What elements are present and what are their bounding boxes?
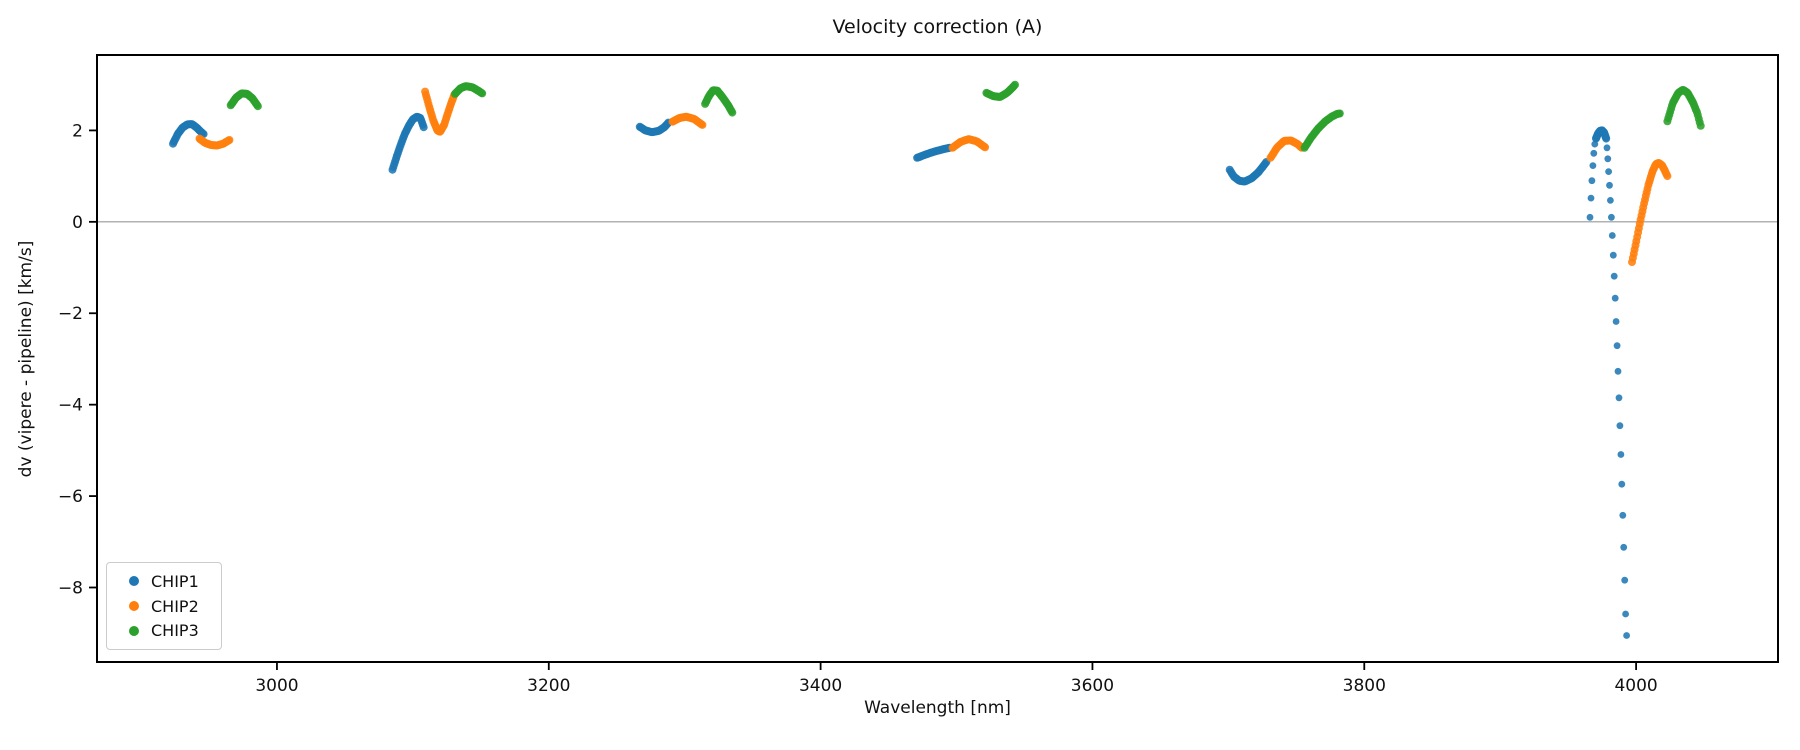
data-point — [1591, 140, 1599, 148]
data-point — [1592, 134, 1600, 142]
data-point — [253, 102, 262, 111]
data-point — [1619, 511, 1627, 519]
plot-frame — [96, 54, 1779, 663]
data-point — [1588, 177, 1596, 185]
data-point — [1590, 149, 1598, 157]
data-point — [1617, 451, 1625, 458]
data-point — [1604, 155, 1612, 163]
data-point — [981, 143, 990, 152]
data-point — [1602, 134, 1611, 143]
y-tick-label: −6 — [58, 487, 83, 507]
x-tick-label: 3000 — [255, 676, 298, 696]
data-point — [1607, 197, 1614, 204]
data-point — [698, 120, 707, 129]
legend-item-CHIP1: CHIP1 — [117, 569, 209, 594]
data-point — [1610, 272, 1618, 280]
legend-marker-icon — [129, 576, 139, 587]
y-tick-label: −2 — [58, 304, 83, 324]
data-point — [1611, 294, 1619, 302]
legend-label: CHIP1 — [151, 571, 199, 591]
data-point — [1335, 109, 1344, 118]
x-axis-label: Wavelength [nm] — [864, 698, 1011, 718]
legend-marker-icon — [129, 625, 139, 636]
data-point — [1622, 610, 1629, 618]
x-tick-label: 3600 — [1071, 676, 1114, 696]
data-point — [1613, 342, 1621, 350]
data-point — [1011, 80, 1019, 89]
series-CHIP3 — [226, 80, 1705, 152]
legend-item-CHIP2: CHIP2 — [117, 594, 209, 619]
data-point — [1609, 251, 1617, 259]
series-CHIP1 — [169, 112, 1630, 639]
y-tick-label: 2 — [72, 121, 83, 141]
legend-marker-icon — [129, 601, 139, 611]
y-axis-label: dv (vipere - pipeline) [km/s] — [16, 240, 36, 478]
data-point — [1696, 121, 1705, 130]
y-tick-label: 0 — [72, 213, 83, 233]
data-point — [1603, 144, 1611, 152]
legend-item-CHIP3: CHIP3 — [117, 618, 209, 643]
data-point — [1608, 213, 1615, 221]
chart-title: Velocity correction (A) — [832, 16, 1043, 38]
data-point — [1606, 181, 1613, 189]
legend: CHIP1 CHIP2 CHIP3 — [106, 562, 222, 650]
data-point — [1663, 172, 1672, 181]
data-point — [1605, 168, 1612, 176]
y-tick-label: −8 — [58, 578, 83, 598]
data-point — [419, 123, 428, 132]
x-tick-label: 4000 — [1614, 676, 1657, 696]
x-tick-label: 3800 — [1343, 676, 1386, 696]
data-point — [728, 108, 737, 117]
data-point — [1621, 576, 1629, 584]
data-point — [1623, 632, 1630, 639]
data-point — [1586, 213, 1594, 221]
x-tick-label: 3200 — [527, 676, 570, 696]
data-point — [1620, 543, 1628, 551]
data-point — [1615, 394, 1623, 402]
data-point — [1612, 318, 1620, 325]
y-tick-label: −4 — [58, 396, 83, 416]
data-point — [1608, 232, 1616, 239]
data-point — [1587, 194, 1595, 202]
legend-label: CHIP3 — [151, 621, 199, 641]
data-point — [1614, 367, 1622, 375]
data-point — [225, 136, 234, 144]
x-tick-label: 3400 — [799, 676, 842, 696]
data-point — [478, 89, 487, 98]
data-point — [1616, 422, 1624, 430]
data-point — [1618, 480, 1626, 488]
legend-label: CHIP2 — [151, 596, 199, 616]
series-CHIP2 — [195, 87, 1672, 267]
data-point — [1589, 162, 1597, 170]
